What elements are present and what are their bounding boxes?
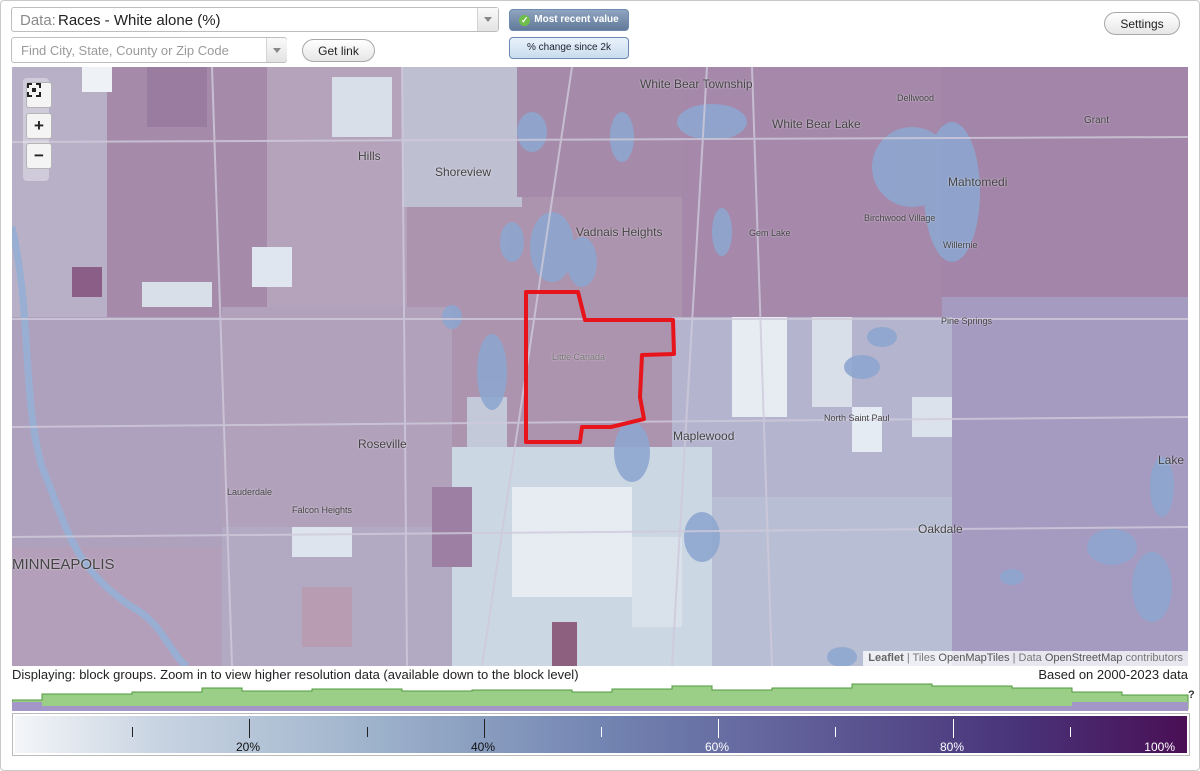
data-select-value: Races - White alone (%) — [58, 12, 221, 29]
legend-label: 100% — [1144, 740, 1175, 754]
legend-minor-tick — [132, 727, 133, 737]
map-tiles — [12, 67, 1188, 666]
place-label: Little Canada — [552, 352, 606, 362]
zoom-out-button[interactable]: − — [26, 143, 52, 169]
legend-major-tick — [249, 719, 250, 738]
place-label: Lauderdale — [227, 487, 273, 497]
legend-minor-tick — [835, 727, 836, 737]
place-label: Pine Springs — [941, 316, 993, 326]
legend-major-tick — [953, 719, 954, 738]
legend-label: 40% — [471, 740, 496, 754]
attribution-text: | Data — [1009, 652, 1045, 664]
legend-major-tick — [718, 719, 719, 738]
resolution-note: Displaying: block groups. Zoom in to vie… — [12, 667, 579, 682]
place-label: MINNEAPOLIS — [12, 556, 115, 573]
legend-minor-tick — [367, 727, 368, 737]
attribution-text: | Tiles — [903, 652, 939, 664]
legend-major-tick — [484, 719, 485, 738]
zoom-in-button[interactable]: + — [26, 113, 52, 139]
legend-minor-tick — [1070, 727, 1071, 737]
legend-label: 20% — [236, 740, 261, 754]
place-label: Mahtomedi — [948, 175, 1008, 189]
place-label: White Bear Township — [640, 77, 753, 91]
place-label: Dellwood — [897, 93, 935, 103]
place-label: Vadnais Heights — [576, 225, 663, 239]
fullscreen-button[interactable] — [26, 82, 52, 108]
place-label: Shoreview — [435, 165, 492, 179]
data-select-prefix: Data: — [20, 12, 56, 29]
openmaptiles-link[interactable]: OpenMapTiles — [938, 652, 1010, 664]
most-recent-value-button[interactable]: ✓ Most recent value — [509, 9, 629, 31]
settings-button[interactable]: Settings — [1104, 12, 1180, 35]
place-label: Roseville — [358, 437, 407, 451]
search-dropdown-chevron-down-icon[interactable] — [266, 38, 287, 62]
data-range-note: Based on 2000-2023 data — [1038, 667, 1188, 682]
place-label: Hills — [358, 149, 381, 163]
fullscreen-icon — [27, 83, 41, 97]
place-label: White Bear Lake — [772, 117, 861, 131]
place-label: Birchwood Village — [864, 213, 936, 223]
get-link-button[interactable]: Get link — [302, 39, 375, 62]
openstreetmap-link[interactable]: OpenStreetMap — [1044, 652, 1123, 664]
place-label: North Saint Paul — [824, 413, 890, 423]
place-label: Grant — [1084, 115, 1110, 126]
color-legend: 20% 40% 60% 80% 100% — [12, 713, 1190, 756]
attribution-text: contributors — [1122, 652, 1183, 664]
checkmark-icon: ✓ — [519, 15, 531, 26]
place-label: Falcon Heights — [292, 505, 353, 515]
data-variable-select[interactable]: Data: Races - White alone (%) — [11, 7, 499, 32]
location-search-input[interactable] — [11, 37, 287, 63]
legend-label: 60% — [705, 740, 730, 754]
chevron-down-icon[interactable] — [477, 8, 498, 31]
map-attribution: Leaflet | Tiles OpenMapTiles | Data Open… — [863, 651, 1188, 666]
legend-minor-tick — [601, 727, 602, 737]
place-label: Oakdale — [918, 522, 963, 536]
percent-change-button[interactable]: % change since 2k — [509, 37, 629, 59]
place-label: Gem Lake — [749, 228, 791, 238]
percent-change-label: % change since 2k — [527, 42, 611, 53]
leaflet-link[interactable]: Leaflet — [868, 652, 904, 664]
most-recent-value-label: Most recent value — [534, 14, 619, 25]
place-label: Maplewood — [673, 429, 735, 443]
legend-label: 80% — [940, 740, 965, 754]
choropleth-map[interactable]: White Bear Township Dellwood White Bear … — [12, 67, 1188, 666]
distribution-histogram — [12, 683, 1189, 711]
place-label: Lake — [1158, 453, 1185, 467]
help-icon[interactable]: ? — [1188, 689, 1195, 701]
place-label: Willernie — [943, 240, 978, 250]
